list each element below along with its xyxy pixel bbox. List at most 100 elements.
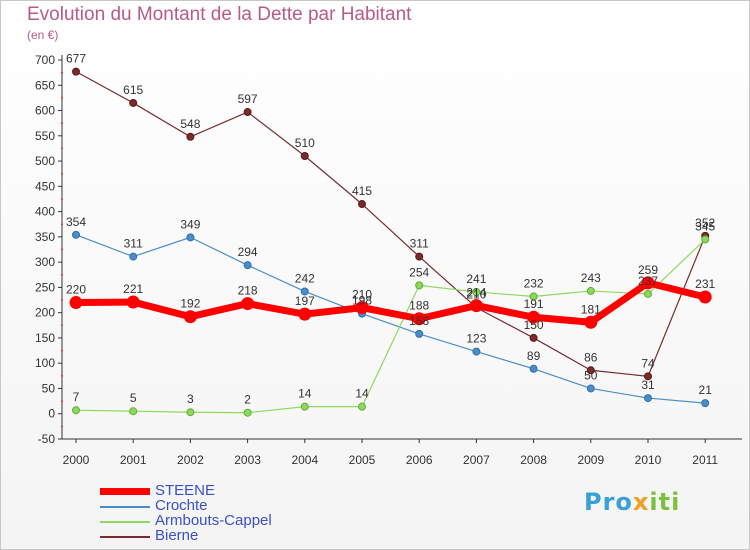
data-label-2: 5: [130, 391, 137, 405]
data-point-3: [243, 108, 252, 117]
data-point-2: [529, 292, 538, 301]
data-label-1: 198: [352, 294, 372, 308]
data-label-3: 210: [466, 288, 486, 302]
data-point-1: [472, 347, 481, 356]
data-point-2: [72, 406, 80, 415]
data-point-0: [641, 276, 655, 290]
y-tick-label: -50: [38, 432, 56, 446]
data-point-0: [126, 295, 140, 309]
data-label-2: 254: [409, 265, 429, 279]
data-label-2: 243: [581, 271, 601, 285]
x-tick-label: 2001: [120, 453, 147, 467]
data-label-0: 188: [409, 299, 429, 313]
data-point-2: [129, 407, 138, 416]
data-label-0: 214: [466, 286, 486, 300]
data-label-2: 14: [298, 387, 312, 401]
data-label-0: 221: [123, 282, 143, 296]
data-label-2: 345: [695, 219, 715, 233]
data-label-0: 210: [352, 288, 372, 302]
data-point-1: [701, 399, 710, 408]
data-label-1: 311: [124, 237, 143, 251]
data-point-0: [183, 310, 197, 324]
y-tick-label: 150: [35, 331, 55, 345]
legend-label: Armbouts-Cappel: [155, 512, 272, 529]
y-tick-label: 50: [42, 381, 56, 395]
data-label-2: 14: [355, 387, 369, 401]
data-point-2: [243, 408, 252, 417]
y-axis-unit: (en €): [27, 28, 59, 42]
data-label-0: 231: [695, 277, 715, 291]
series-line-2: [75, 238, 706, 414]
x-tick-label: 2006: [406, 453, 433, 467]
data-point-0: [69, 296, 83, 310]
y-tick-label: 550: [35, 129, 55, 143]
data-point-3: [415, 252, 424, 261]
data-label-3: 548: [180, 117, 200, 131]
data-point-0: [298, 307, 312, 321]
y-minor-tick: [61, 122, 63, 125]
data-point-1: [586, 384, 595, 393]
data-point-2: [186, 408, 195, 417]
data-point-2: [701, 235, 710, 244]
data-label-3: 74: [641, 356, 655, 370]
data-label-2: 241: [466, 272, 486, 286]
y-tick-label: 400: [35, 205, 55, 219]
data-point-0: [355, 301, 369, 315]
data-label-1: 50: [584, 368, 598, 382]
y-minor-tick: [61, 400, 63, 403]
data-label-1: 31: [641, 378, 655, 392]
data-point-2: [644, 289, 652, 298]
data-label-3: 615: [123, 83, 143, 97]
data-point-1: [72, 230, 80, 239]
data-point-3: [644, 372, 652, 381]
y-minor-tick: [61, 374, 63, 377]
data-label-3: 150: [524, 318, 544, 332]
data-label-2: 2: [244, 393, 251, 407]
y-minor-tick: [61, 223, 63, 226]
series-line-3: [75, 71, 706, 377]
data-label-0: 192: [180, 297, 200, 311]
data-point-0: [412, 312, 426, 326]
data-point-3: [72, 67, 80, 76]
x-tick-label: 2005: [349, 453, 376, 467]
data-point-3: [300, 152, 309, 161]
y-tick-label: 450: [35, 179, 55, 193]
data-label-3: 311: [410, 237, 429, 251]
x-tick-label: 2000: [63, 453, 90, 467]
data-label-2: 3: [187, 392, 194, 406]
data-label-1: 123: [466, 332, 486, 346]
data-point-2: [472, 287, 481, 296]
data-point-1: [644, 394, 652, 403]
y-tick-label: 250: [35, 280, 55, 294]
data-point-3: [358, 200, 366, 209]
y-tick-label: 650: [35, 78, 55, 92]
x-tick-label: 2002: [177, 453, 204, 467]
y-minor-tick: [61, 71, 63, 74]
data-label-1: 294: [238, 245, 258, 259]
y-tick-label: 700: [35, 53, 55, 67]
y-tick-label: 100: [35, 356, 55, 370]
logo-part-2: x: [632, 488, 650, 516]
legend-label: Bierne: [155, 527, 199, 544]
data-point-2: [358, 402, 366, 411]
data-label-1: 242: [295, 271, 315, 285]
data-label-3: 352: [695, 216, 715, 230]
y-minor-tick: [61, 349, 63, 352]
y-minor-tick: [61, 197, 63, 200]
data-label-3: 677: [66, 52, 86, 66]
data-label-2: 232: [524, 276, 544, 290]
data-label-0: 181: [581, 302, 601, 316]
data-label-3: 597: [238, 92, 258, 106]
legend-swatch: [100, 505, 150, 508]
data-label-0: 259: [638, 263, 658, 277]
y-tick-label: 500: [35, 154, 55, 168]
legend-label: STEENE: [155, 482, 216, 499]
data-point-2: [586, 286, 595, 295]
data-label-3: 510: [295, 136, 315, 150]
data-point-1: [186, 233, 195, 242]
x-tick-label: 2011: [692, 453, 718, 467]
y-tick-label: 350: [35, 230, 55, 244]
data-label-0: 218: [238, 284, 258, 298]
y-tick-label: 600: [35, 104, 55, 118]
data-point-0: [698, 290, 712, 304]
